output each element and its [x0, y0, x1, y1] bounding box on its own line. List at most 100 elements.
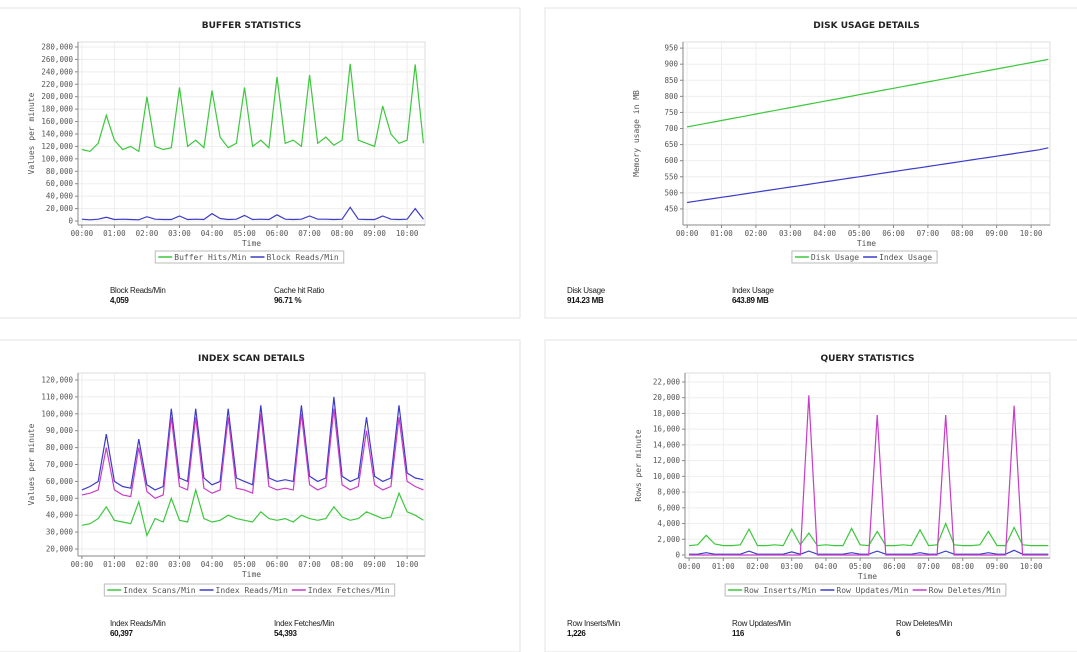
y-tick-label: 140,000 [41, 129, 73, 138]
stat-value: 1,226 [567, 629, 586, 638]
y-tick-label: 60,000 [46, 179, 74, 188]
stat-value: 6 [896, 629, 901, 638]
stat-value: 116 [732, 629, 745, 638]
series-line [81, 396, 424, 491]
legend-box [791, 250, 938, 264]
x-tick-label: 03:00 [168, 560, 191, 569]
y-tick-label: 700 [664, 124, 678, 133]
y-tick-label: 650 [664, 140, 678, 149]
series-line [687, 147, 1049, 204]
y-axis-label: Rows per minute [634, 429, 643, 501]
x-tick-label: 07:00 [917, 562, 940, 571]
x-tick-label: 05:00 [233, 229, 256, 238]
legend-label: Index Scans/Min [123, 586, 195, 595]
chart-title: DISK USAGE DETAILS [813, 21, 919, 31]
legend-label: Index Reads/Min [216, 586, 288, 595]
x-tick-label: 04:00 [815, 562, 838, 571]
y-tick-label: 900 [664, 60, 678, 69]
x-tick-label: 08:00 [331, 560, 354, 569]
x-tick-label: 00:00 [71, 560, 94, 569]
y-tick-label: 16,000 [653, 425, 681, 434]
legend-label: Disk Usage [811, 253, 859, 262]
y-tick-label: 800 [664, 92, 678, 101]
x-tick-label: 07:00 [917, 229, 940, 238]
stat-value: 54,393 [274, 629, 298, 638]
y-tick-label: 100,000 [41, 409, 73, 418]
x-tick-label: 02:00 [746, 562, 769, 571]
stat-label: Block Reads/Min [110, 286, 166, 295]
x-tick-label: 08:00 [951, 229, 974, 238]
series-line [81, 487, 424, 538]
x-tick-label: 01:00 [103, 229, 126, 238]
x-tick-label: 07:00 [298, 229, 321, 238]
x-tick-label: 06:00 [883, 562, 906, 571]
x-tick-label: 07:00 [298, 560, 321, 569]
legend-label: Index Usage [879, 253, 932, 262]
x-tick-label: 09:00 [985, 229, 1008, 238]
legend-box [154, 250, 345, 264]
series-line [81, 206, 424, 221]
y-tick-label: 750 [664, 108, 678, 117]
y-tick-label: 200,000 [41, 92, 73, 101]
x-tick-label: 02:00 [136, 229, 159, 238]
y-tick-label: 260,000 [41, 55, 73, 64]
x-tick-label: 08:00 [331, 229, 354, 238]
y-tick-label: 20,000 [46, 545, 74, 554]
y-tick-label: 80,000 [46, 443, 74, 452]
x-axis-label: Time [242, 570, 261, 579]
x-tick-label: 05:00 [233, 560, 256, 569]
legend-label: Buffer Hits/Min [174, 253, 246, 262]
x-tick-label: 04:00 [201, 560, 224, 569]
y-tick-label: 120,000 [41, 375, 73, 384]
y-tick-label: 160,000 [41, 117, 73, 126]
stat-label: Index Reads/Min [110, 619, 166, 628]
legend-box [103, 583, 396, 597]
y-tick-label: 18,000 [653, 409, 681, 418]
legend: Row Inserts/Min Row Updates/Min Row Delete… [724, 583, 1007, 597]
y-tick-label: 950 [664, 44, 678, 53]
stat-label: Row Deletes/Min [896, 619, 952, 628]
y-tick-label: 20,000 [46, 204, 74, 213]
y-tick-label: 110,000 [41, 392, 73, 401]
y-tick-label: 4,000 [657, 519, 680, 528]
series-line [81, 408, 424, 499]
y-tick-label: 8,000 [657, 488, 680, 497]
y-tick-label: 500 [664, 188, 678, 197]
y-tick-label: 80,000 [46, 167, 74, 176]
y-tick-label: 850 [664, 76, 678, 85]
legend-label: Row Inserts/Min [744, 586, 816, 595]
y-tick-label: 50,000 [46, 494, 74, 503]
legend: Index Scans/Min Index Reads/Min Index Fetc… [103, 583, 396, 597]
legend-box [724, 583, 1007, 597]
plot-area [684, 372, 1051, 559]
x-tick-label: 09:00 [363, 560, 386, 569]
x-tick-label: 10:00 [1020, 229, 1043, 238]
x-tick-label: 10:00 [1020, 562, 1043, 571]
x-tick-label: 03:00 [780, 562, 803, 571]
x-tick-label: 00:00 [678, 562, 701, 571]
y-tick-label: 90,000 [46, 426, 74, 435]
x-tick-label: 09:00 [363, 229, 386, 238]
x-tick-label: 06:00 [882, 229, 905, 238]
x-axis-label: Time [857, 239, 876, 248]
x-tick-label: 09:00 [986, 562, 1009, 571]
y-tick-label: 120,000 [41, 142, 73, 151]
y-tick-label: 240,000 [41, 67, 73, 76]
y-tick-label: 280,000 [41, 42, 73, 51]
x-tick-label: 10:00 [396, 229, 419, 238]
stat-label: Index Fetches/Min [274, 619, 334, 628]
stat-label: Row Inserts/Min [567, 619, 620, 628]
legend: Buffer Hits/Min Block Reads/Min [154, 250, 345, 264]
x-tick-label: 01:00 [103, 560, 126, 569]
y-tick-label: 450 [664, 204, 678, 213]
y-tick-label: 14,000 [653, 440, 681, 449]
x-tick-label: 04:00 [201, 229, 224, 238]
y-tick-label: 180,000 [41, 105, 73, 114]
x-tick-label: 05:00 [849, 562, 872, 571]
chart-title: BUFFER STATISTICS [202, 21, 302, 31]
y-tick-label: 220,000 [41, 80, 73, 89]
x-tick-label: 06:00 [266, 560, 289, 569]
stat-label: Index Usage [732, 286, 774, 295]
